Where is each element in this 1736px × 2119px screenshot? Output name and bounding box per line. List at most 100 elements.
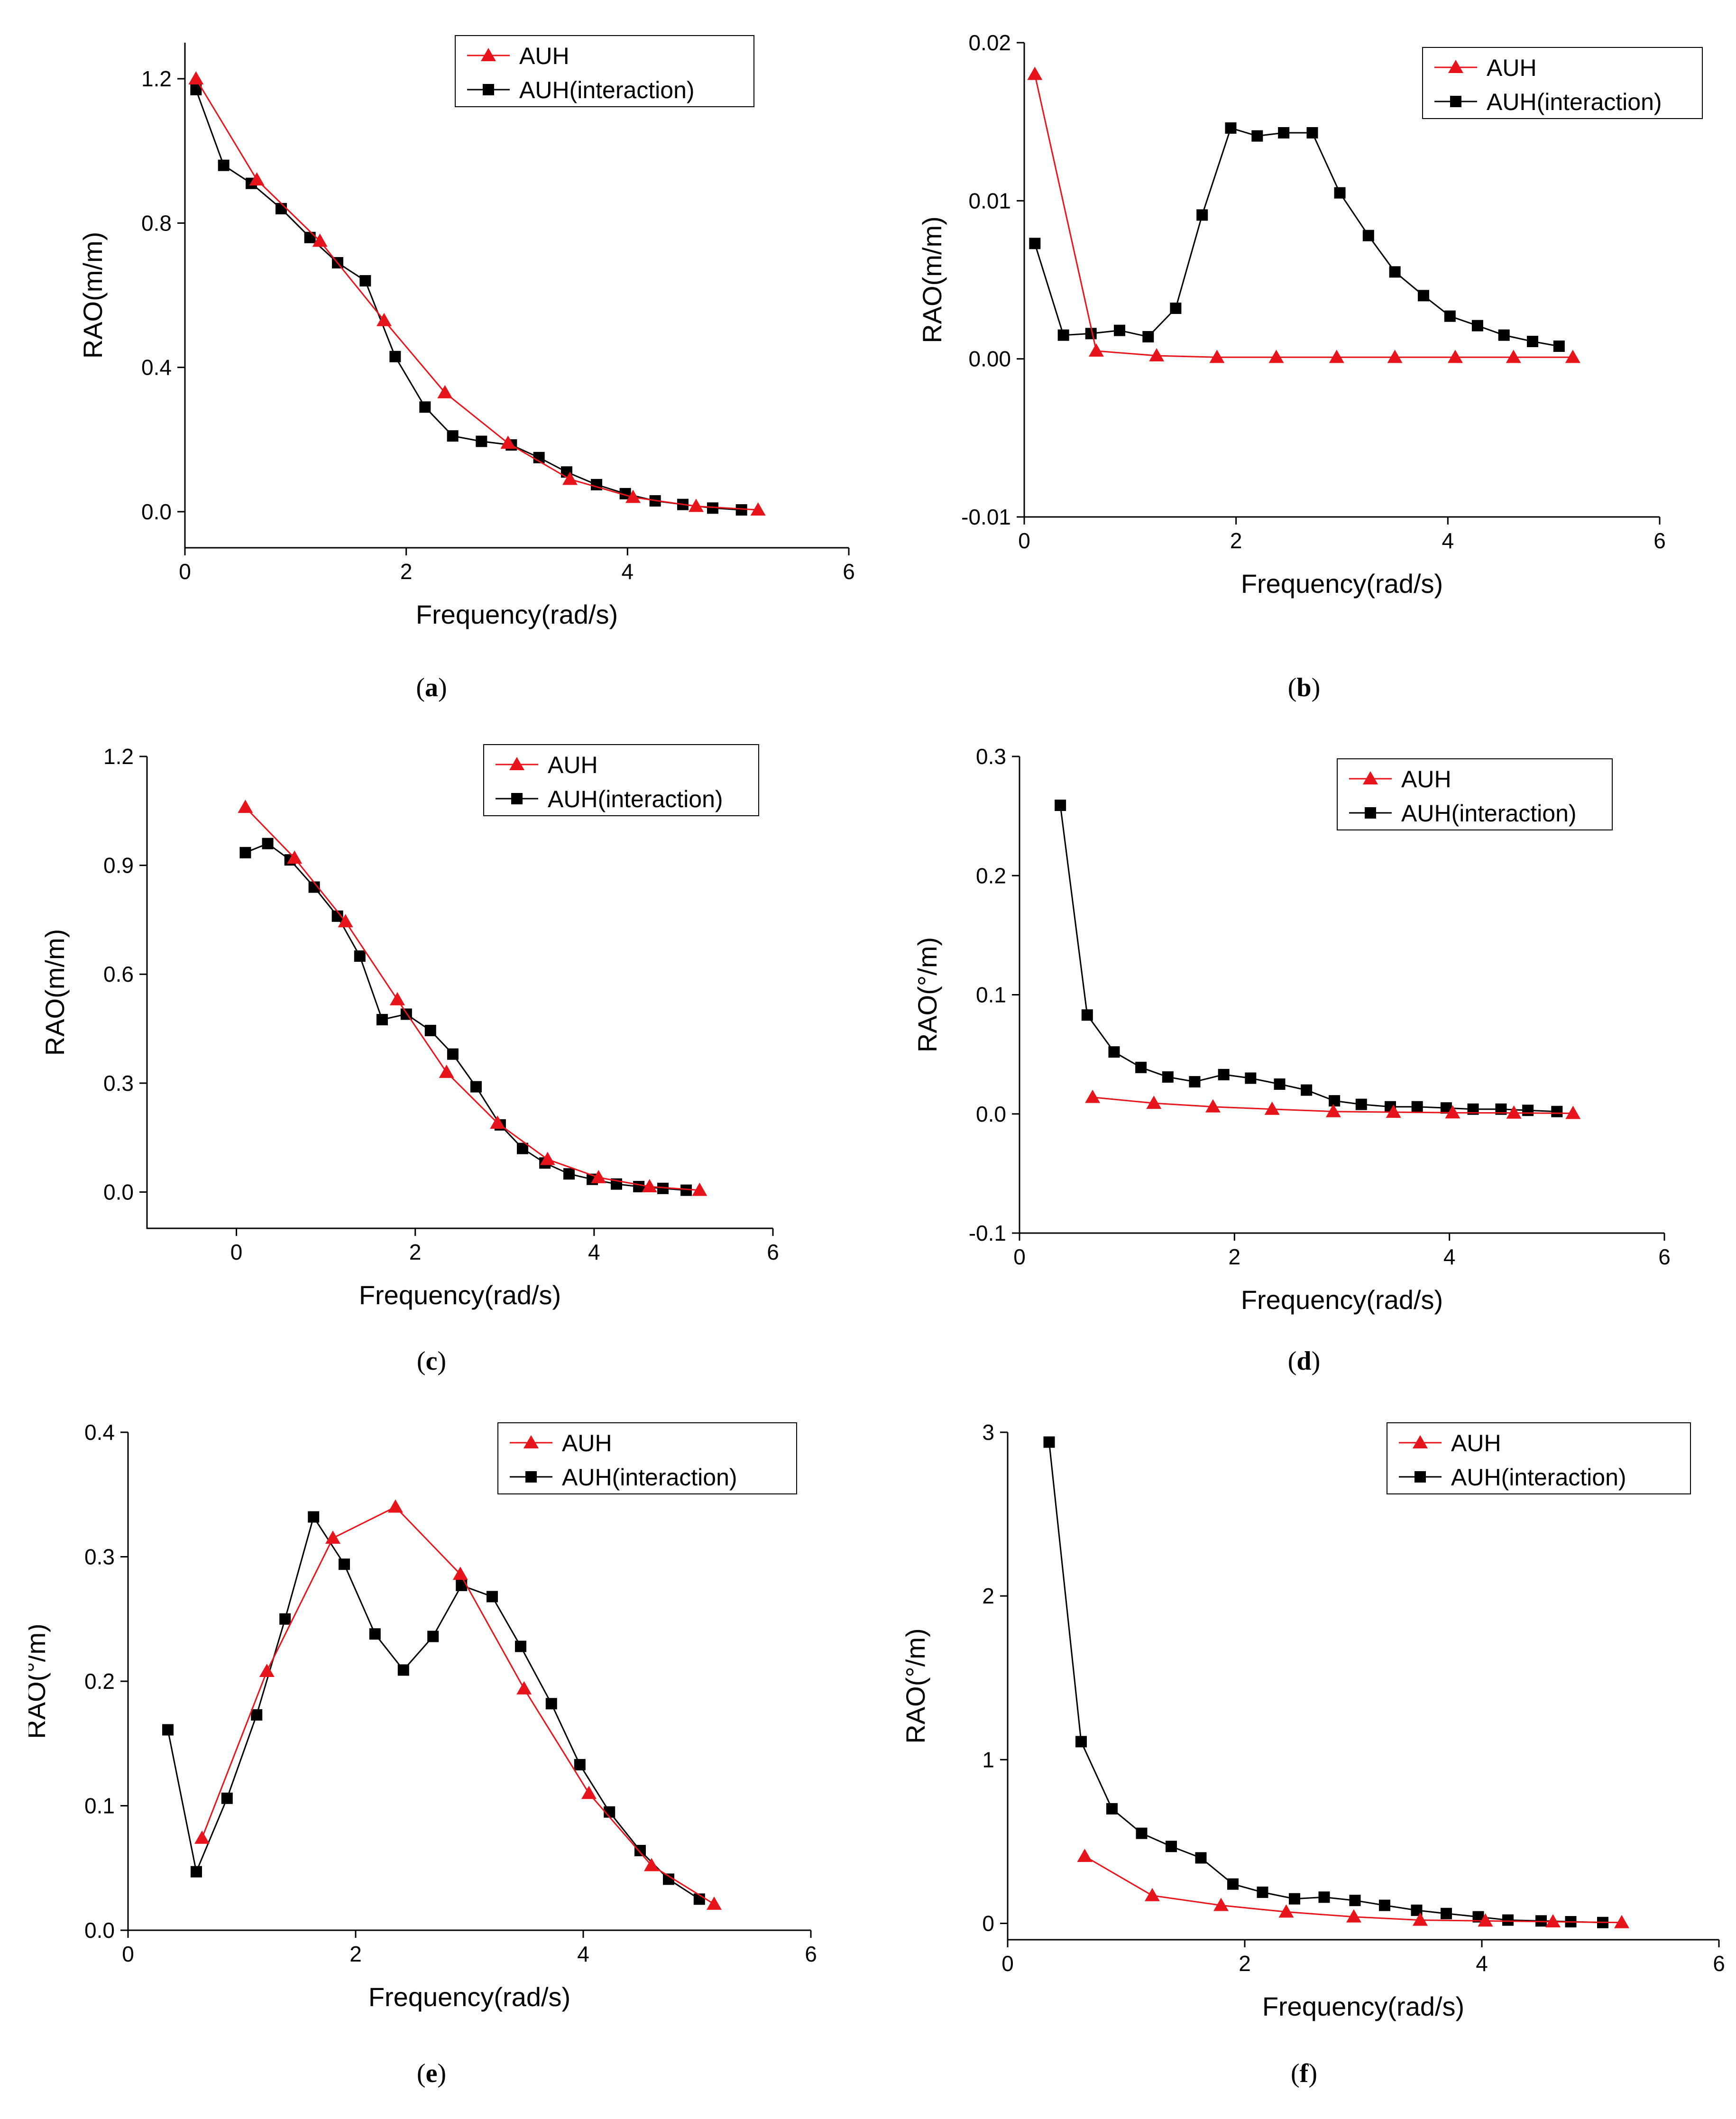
x-tick-label: 4 (1443, 1244, 1456, 1269)
auh-point (1447, 350, 1463, 363)
x-tick-label: 6 (1713, 1951, 1725, 1976)
interaction-point (1444, 310, 1456, 322)
auh-point (259, 1664, 275, 1677)
interaction-point (1389, 266, 1401, 278)
interaction-point (1301, 1084, 1313, 1096)
series-auh-interaction (1043, 1436, 1608, 1928)
auh-point (1506, 350, 1521, 363)
x-tick-label: 0 (179, 559, 191, 584)
legend-label: AUH(interaction) (1401, 800, 1577, 827)
auh-point (439, 1064, 454, 1078)
y-tick-label: 0.8 (141, 211, 172, 235)
auh-point (388, 1499, 403, 1513)
caption-e-letter: e (425, 2059, 438, 2088)
auh-point (1205, 1099, 1221, 1113)
auh-point (516, 1681, 532, 1695)
interaction-point (1379, 1899, 1390, 1911)
series-auh-line (201, 1506, 715, 1905)
interaction-point (1245, 1072, 1257, 1084)
legend: AUH AUH(interaction) (455, 35, 754, 107)
interaction-point (1029, 238, 1041, 249)
caption-c-letter: c (425, 1346, 438, 1376)
interaction-point (427, 1631, 439, 1642)
chart-svg-e: 0 2 4 6 0.0 0.1 0.2 0.3 0.4 Frequency(rad/s) RAO(°… (28, 1420, 817, 2012)
x-tick-label: 0 (1013, 1244, 1026, 1269)
chart-panel-a: 0 2 4 6 0.0 0.4 0.8 1.2 Frequency(rad/s) RAO(m/m)… (28, 14, 882, 645)
interaction-point (476, 435, 487, 447)
y-axis-label: RAO(°/m) (912, 937, 942, 1052)
x-axis-label: Frequency(rad/s) (1262, 1991, 1464, 2021)
auh-point (390, 992, 405, 1005)
interaction-point (304, 231, 316, 243)
interaction-point (487, 1591, 498, 1603)
auh-point (581, 1786, 597, 1799)
interaction-point (470, 1081, 482, 1093)
y-tick-label: 0.3 (976, 744, 1006, 769)
interaction-point (1417, 290, 1429, 302)
series-auh-interaction (1055, 800, 1563, 1117)
y-tick-label: 0.1 (84, 1794, 115, 1818)
series-auh (238, 800, 707, 1196)
auh-point (1386, 1104, 1401, 1118)
interaction-point (276, 203, 287, 214)
legend-label: AUH(interaction) (1451, 1464, 1626, 1491)
interaction-point (735, 504, 747, 516)
legend: AUH AUH(interaction) (483, 744, 759, 816)
legend-label: AUH(interaction) (1487, 89, 1662, 115)
legend-marker (511, 793, 523, 804)
series-auh (194, 1499, 722, 1910)
auh-point (1209, 350, 1225, 363)
x-axis-label: Frequency(rad/s) (1241, 1285, 1443, 1315)
auh-point (644, 1858, 659, 1871)
interaction-point (1522, 1105, 1534, 1116)
auh-point (1278, 1904, 1294, 1918)
y-axis-label: RAO(m/m) (40, 929, 70, 1056)
interaction-point (279, 1613, 291, 1625)
legend-box (483, 744, 759, 816)
chart-svg-f: 0 2 4 6 0 1 2 3 Frequency(rad/s) RAO(°/m) AUH AUH(i… (900, 1420, 1725, 2021)
legend-marker (1415, 1471, 1426, 1483)
interaction-point (419, 401, 431, 413)
axis-lines (1007, 1432, 1719, 1941)
y-tick-label: 0.0 (976, 1102, 1006, 1126)
interaction-point (1498, 329, 1510, 341)
auh-point (689, 498, 704, 512)
x-tick-label: 4 (577, 1942, 589, 1966)
interaction-point (1274, 1078, 1286, 1090)
series-auh (1027, 66, 1580, 363)
x-tick-label: 6 (1658, 1244, 1671, 1269)
interaction-point (515, 1640, 526, 1652)
legend-label: AUH (1487, 55, 1537, 81)
series-interaction-line (1034, 127, 1560, 347)
caption-f-letter: f (1299, 2059, 1309, 2088)
x-tick-label: 0 (122, 1942, 134, 1966)
interaction-point (239, 847, 251, 858)
interaction-point (1218, 1069, 1230, 1080)
x-tick-label: 2 (409, 1240, 422, 1264)
y-tick-label: 1 (982, 1747, 994, 1772)
legend: AUH AUH(interaction) (1337, 758, 1613, 830)
y-tick-label: 0.01 (968, 188, 1011, 213)
auh-point (1565, 350, 1580, 363)
legend-label: AUH (1401, 766, 1451, 792)
x-axis-label: Frequency(rad/s) (1241, 569, 1443, 599)
legend-marker (525, 1471, 537, 1483)
legend-marker (1450, 96, 1461, 107)
series-auh (1077, 1848, 1629, 1928)
caption-b: (b) (1287, 673, 1321, 702)
legend-label: AUH(interaction) (562, 1464, 737, 1491)
interaction-point (447, 430, 459, 442)
legend-box (1387, 1422, 1691, 1494)
y-tick-label: -0.1 (969, 1221, 1006, 1245)
x-tick-label: 0 (1018, 528, 1030, 553)
interaction-point (1349, 1895, 1361, 1907)
series-interaction-line (1048, 1442, 1603, 1924)
y-tick-label: -0.01 (961, 505, 1011, 529)
x-tick-label: 4 (1442, 528, 1454, 553)
auh-point (1149, 348, 1165, 361)
legend: AUH AUH(interaction) (1387, 1422, 1691, 1494)
interaction-point (191, 1866, 202, 1878)
auh-point (452, 1566, 468, 1580)
auh-point (591, 1170, 606, 1183)
x-tick-label: 4 (1476, 1951, 1488, 1976)
